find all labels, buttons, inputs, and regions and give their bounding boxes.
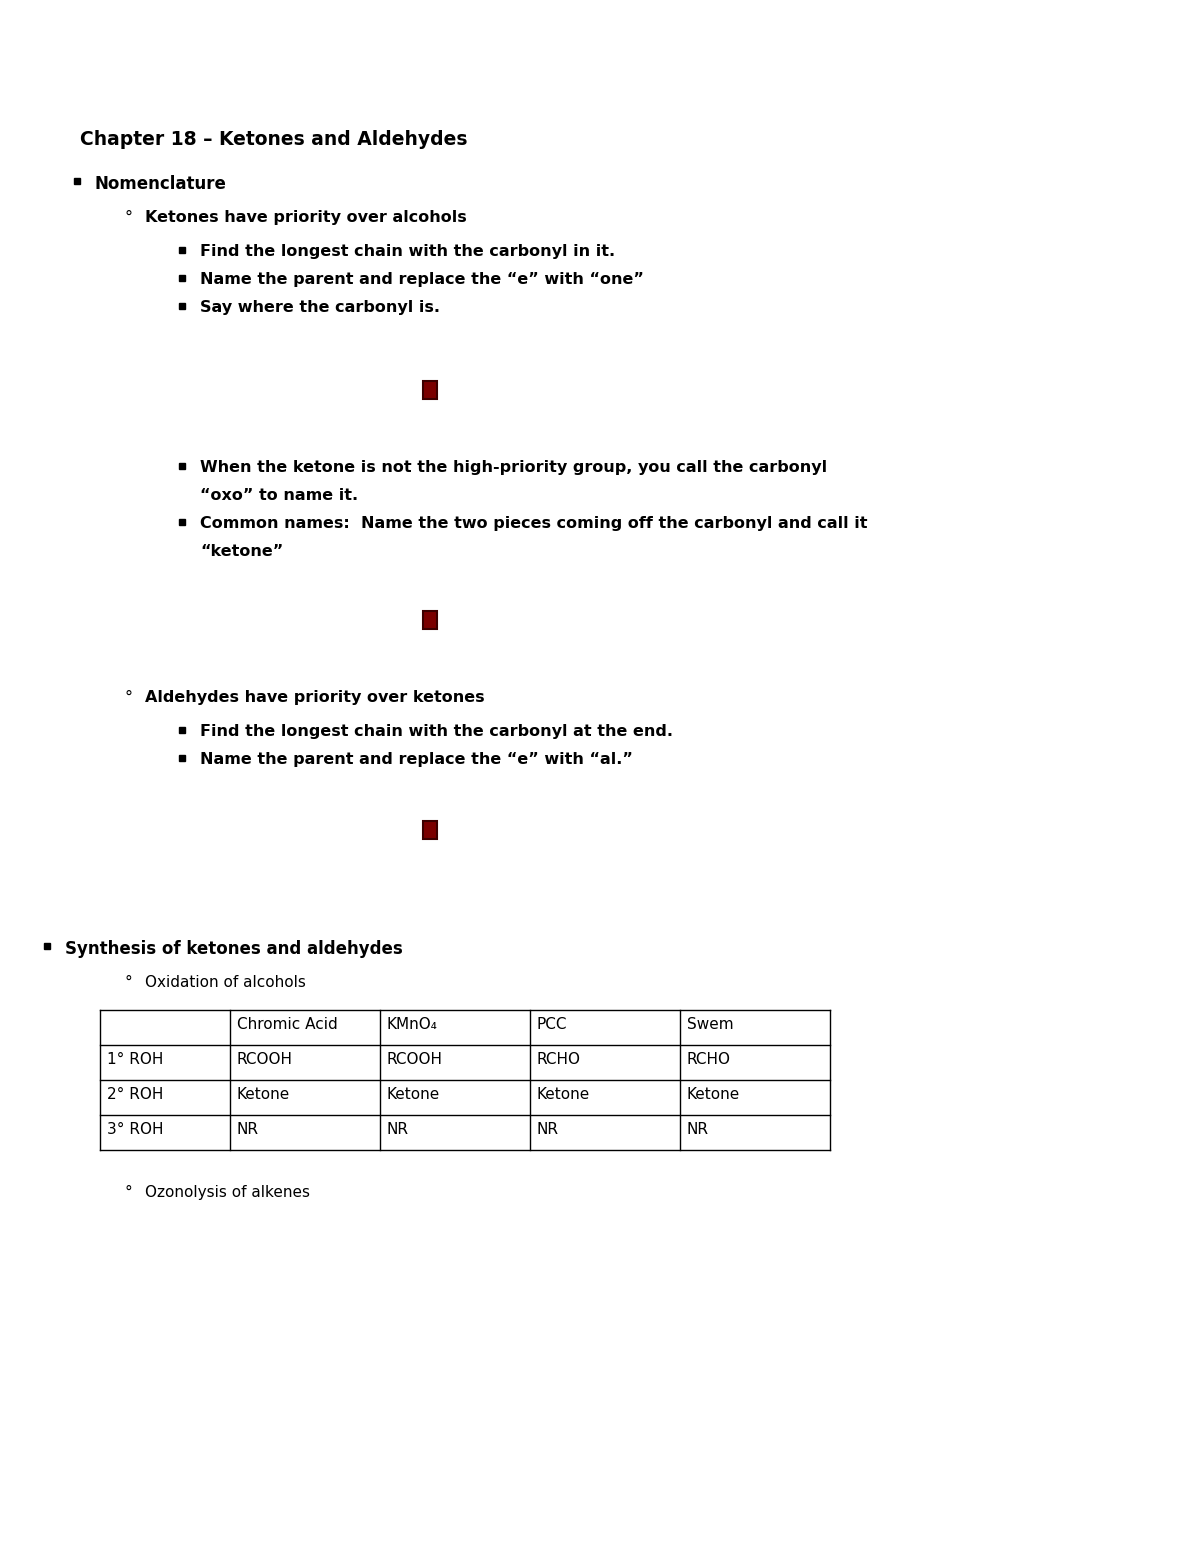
Text: RCHO: RCHO — [686, 1051, 731, 1067]
Text: °: ° — [125, 210, 133, 225]
Text: KMnO₄: KMnO₄ — [386, 1017, 438, 1033]
Text: Aldehydes have priority over ketones: Aldehydes have priority over ketones — [145, 690, 485, 705]
Bar — [424, 380, 437, 399]
Text: 3° ROH: 3° ROH — [107, 1121, 163, 1137]
Text: RCHO: RCHO — [538, 1051, 581, 1067]
Text: NR: NR — [386, 1121, 409, 1137]
Text: °: ° — [125, 1185, 133, 1200]
Text: PCC: PCC — [538, 1017, 568, 1033]
Text: Swem: Swem — [686, 1017, 733, 1033]
Text: Common names:  Name the two pieces coming off the carbonyl and call it: Common names: Name the two pieces coming… — [200, 516, 868, 531]
Bar — [424, 610, 437, 629]
Text: Oxidation of alcohols: Oxidation of alcohols — [145, 975, 306, 989]
Text: NR: NR — [686, 1121, 709, 1137]
Text: Chromic Acid: Chromic Acid — [238, 1017, 337, 1033]
Text: Synthesis of ketones and aldehydes: Synthesis of ketones and aldehydes — [65, 940, 403, 958]
Text: When the ketone is not the high-priority group, you call the carbonyl: When the ketone is not the high-priority… — [200, 460, 827, 475]
Text: Nomenclature: Nomenclature — [95, 175, 227, 193]
Text: 2° ROH: 2° ROH — [107, 1087, 163, 1103]
Text: “ketone”: “ketone” — [200, 544, 283, 559]
Text: Find the longest chain with the carbonyl at the end.: Find the longest chain with the carbonyl… — [200, 724, 673, 739]
Text: NR: NR — [538, 1121, 559, 1137]
Text: RCOOH: RCOOH — [386, 1051, 443, 1067]
Text: NR: NR — [238, 1121, 259, 1137]
Text: Chapter 18 – Ketones and Aldehydes: Chapter 18 – Ketones and Aldehydes — [80, 130, 468, 149]
Text: “oxo” to name it.: “oxo” to name it. — [200, 488, 358, 503]
Text: Ketone: Ketone — [538, 1087, 590, 1103]
Text: Find the longest chain with the carbonyl in it.: Find the longest chain with the carbonyl… — [200, 244, 616, 259]
Text: Ketone: Ketone — [686, 1087, 740, 1103]
Text: Ketones have priority over alcohols: Ketones have priority over alcohols — [145, 210, 467, 225]
Text: 1° ROH: 1° ROH — [107, 1051, 163, 1067]
Text: Ozonolysis of alkenes: Ozonolysis of alkenes — [145, 1185, 310, 1200]
Text: Name the parent and replace the “e” with “one”: Name the parent and replace the “e” with… — [200, 272, 644, 287]
Text: Ketone: Ketone — [238, 1087, 290, 1103]
Bar — [424, 822, 437, 839]
Text: °: ° — [125, 690, 133, 705]
Text: Say where the carbonyl is.: Say where the carbonyl is. — [200, 300, 440, 315]
Text: Name the parent and replace the “e” with “al.”: Name the parent and replace the “e” with… — [200, 752, 632, 767]
Text: °: ° — [125, 975, 133, 989]
Text: RCOOH: RCOOH — [238, 1051, 293, 1067]
Text: Ketone: Ketone — [386, 1087, 440, 1103]
